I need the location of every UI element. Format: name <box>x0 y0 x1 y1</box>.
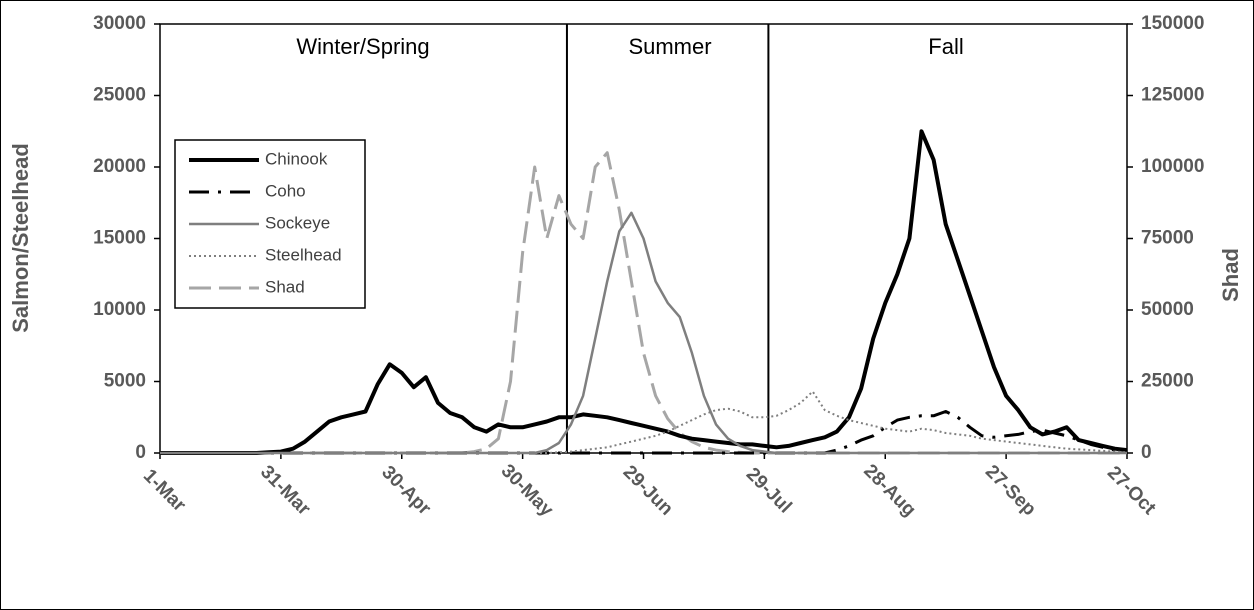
legend-label: Coho <box>265 181 306 200</box>
legend-label: Shad <box>265 277 305 296</box>
y-tick-label: 30000 <box>93 13 146 34</box>
y2-tick-label: 150000 <box>1141 13 1204 34</box>
y2-axis-label: Shad <box>1218 248 1243 302</box>
legend-label: Sockeye <box>265 213 330 232</box>
y2-tick-label: 100000 <box>1141 156 1204 177</box>
season-label: Winter/Spring <box>296 34 429 59</box>
legend-label: Steelhead <box>265 245 342 264</box>
series-line <box>160 129 1128 455</box>
legend: Chinook Coho Sockeye Steelhead Shad <box>174 139 366 309</box>
y2-tick-label: 125000 <box>1141 85 1204 106</box>
y-tick-label: 0 <box>135 442 146 463</box>
y-tick-label: 5000 <box>104 371 146 392</box>
y-tick-label: 10000 <box>93 299 146 320</box>
season-label: Summer <box>628 34 711 59</box>
y-axis-label: Salmon/Steelhead <box>8 143 33 333</box>
legend-label: Chinook <box>265 149 328 168</box>
y2-tick-label: 0 <box>1141 442 1152 463</box>
y2-tick-label: 25000 <box>1141 371 1194 392</box>
y2-tick-label: 75000 <box>1141 228 1194 249</box>
y-tick-label: 25000 <box>93 85 146 106</box>
y2-tick-label: 50000 <box>1141 299 1194 320</box>
y-tick-label: 20000 <box>93 156 146 177</box>
series-line <box>160 390 1128 454</box>
season-label: Fall <box>928 34 963 59</box>
y-tick-label: 15000 <box>93 228 146 249</box>
